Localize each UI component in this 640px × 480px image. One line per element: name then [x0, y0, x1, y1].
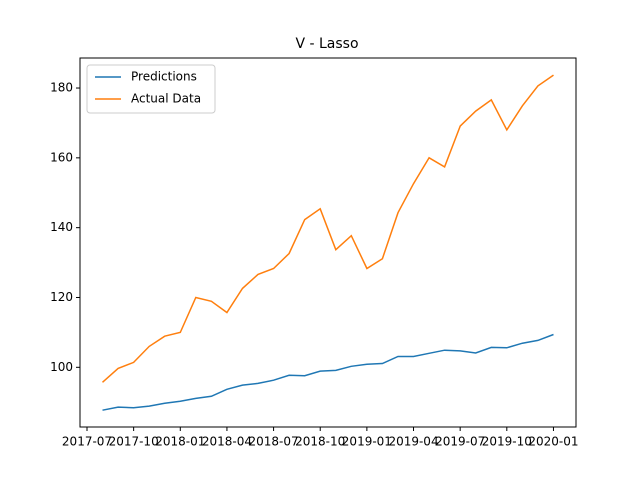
x-tick-label: 2019-04: [388, 435, 438, 449]
y-tick-label: 120: [50, 290, 73, 304]
data-line: [102, 333, 554, 411]
legend-label: Predictions: [131, 70, 197, 84]
plot-frame: [79, 57, 577, 428]
legend-label: Actual Data: [131, 92, 201, 106]
y-tick-label: 180: [50, 81, 73, 95]
chart-title: V - Lasso: [295, 36, 358, 52]
x-tick-label: 2020-01: [528, 435, 578, 449]
data-line: [102, 74, 554, 383]
x-tick-label: 2018-04: [202, 435, 252, 449]
y-tick-label: 160: [50, 150, 73, 164]
x-tick-label: 2019-07: [435, 435, 485, 449]
x-tick-label: 2019-10: [482, 435, 532, 449]
x-tick-label: 2019-01: [342, 435, 392, 449]
x-tick-label: 2018-10: [295, 435, 345, 449]
x-tick-label: 2018-07: [249, 435, 299, 449]
y-tick-label: 140: [50, 220, 73, 234]
x-tick-label: 2017-07: [62, 435, 112, 449]
y-tick-label: 100: [50, 360, 73, 374]
x-tick-label: 2017-10: [109, 435, 159, 449]
x-tick-label: 2018-01: [155, 435, 205, 449]
